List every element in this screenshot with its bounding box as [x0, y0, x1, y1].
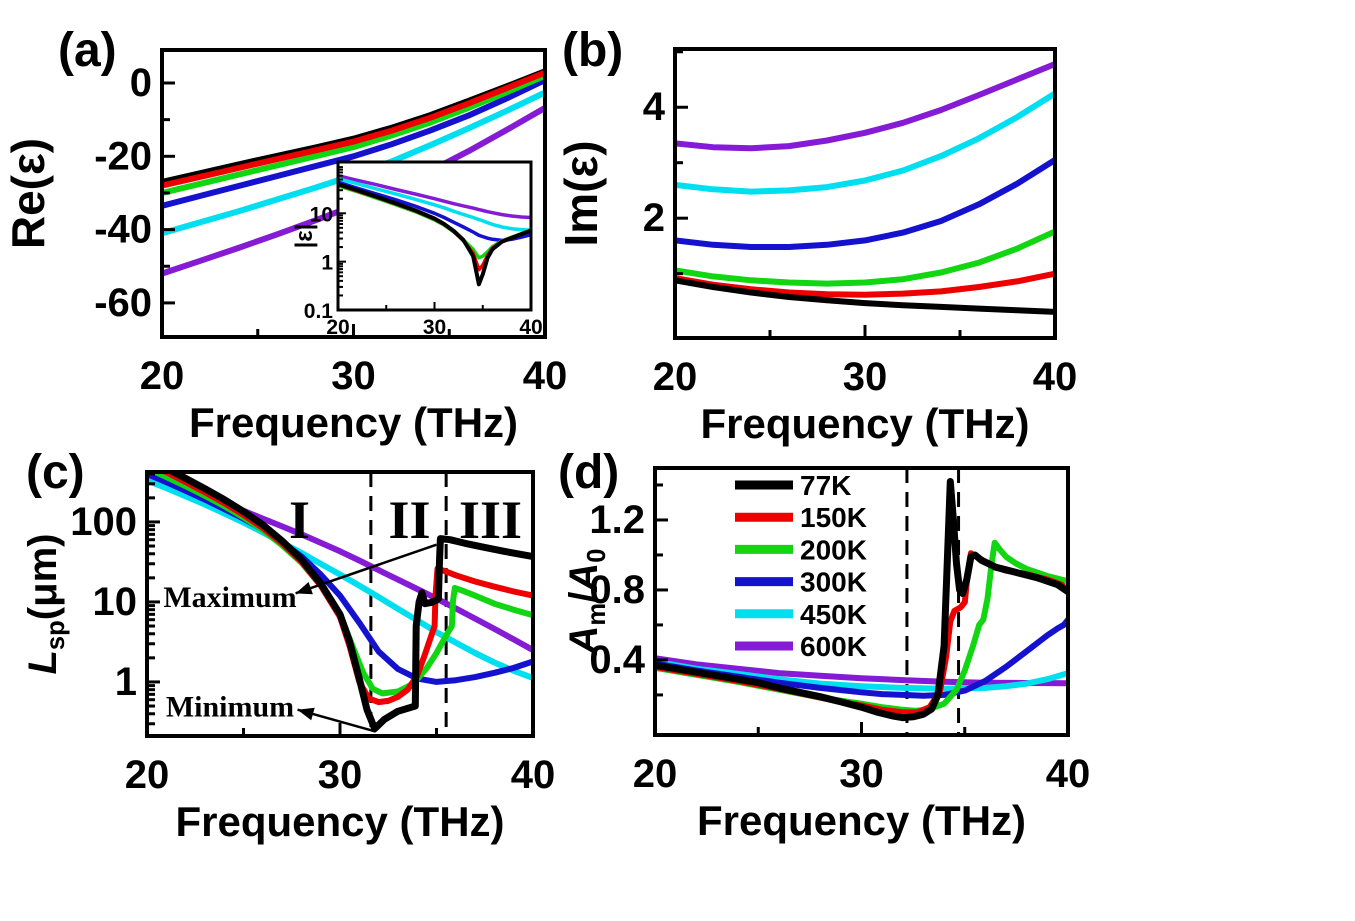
- curve-77K: [675, 277, 1055, 315]
- x-tick-label: 20: [326, 316, 349, 339]
- x-tick-label: 40: [1033, 355, 1078, 399]
- x-tick-label: 30: [331, 354, 376, 398]
- y-axis-title: Am/A0: [562, 549, 611, 656]
- panel-a: 20 30 40 0 -20 -40 -60 Frequency (THz) Re(ε) (a) 2…: [2, 24, 567, 446]
- curve-450K: [338, 176, 531, 232]
- ticks: [653, 483, 1070, 735]
- region-label-I: I: [289, 490, 310, 550]
- annotation-minimum: Minimum: [166, 690, 377, 733]
- x-tick-label: 20: [125, 753, 170, 797]
- y-tick-label: 10: [93, 580, 138, 624]
- y-tick-label: -40: [94, 208, 152, 252]
- x-tick-label: 30: [318, 753, 363, 797]
- y-tick-label: 100: [70, 500, 137, 544]
- y-tick-label: 1: [115, 660, 137, 704]
- legend-label-300K: 300K: [800, 567, 867, 598]
- x-tick-label: 40: [1046, 752, 1091, 796]
- annotation-text: Minimum: [166, 690, 294, 723]
- curve-200K: [675, 228, 1055, 287]
- y-tick-label: 1: [321, 252, 333, 275]
- x-tick-label: 20: [653, 355, 698, 399]
- panel-letter-c: (c): [26, 446, 85, 499]
- y-tick-label: 1.2: [589, 498, 645, 542]
- x-tick-label: 30: [423, 316, 446, 339]
- panel-d: 20 30 40 1.2 0.8 0.4 Frequency (THz) Am/A0 (d) 77…: [558, 446, 1090, 844]
- annotation-text: Maximum: [163, 581, 296, 614]
- legend-label-200K: 200K: [800, 534, 867, 565]
- curve-300K: [147, 472, 533, 685]
- x-tick-label: 30: [839, 752, 884, 796]
- curves: [147, 472, 533, 733]
- y-tick-label: 0: [130, 61, 152, 105]
- annotation-arrow-head: [297, 707, 315, 721]
- annotation-maximum: Maximum: [163, 543, 437, 614]
- curve-77K: [655, 478, 1068, 722]
- curve-77K: [165, 472, 533, 733]
- y-tick-label: -60: [94, 281, 152, 325]
- curve-150K: [162, 69, 545, 189]
- x-tick-label: 40: [511, 753, 556, 797]
- curves: [338, 173, 531, 287]
- y-tick-label: 2: [643, 196, 665, 240]
- ticks: [145, 472, 535, 736]
- y-tick-label: -20: [94, 134, 152, 178]
- curve-600K: [338, 173, 531, 220]
- y-tick-label: 0.4: [589, 638, 645, 682]
- curve-300K: [655, 616, 1068, 699]
- legend-label-150K: 150K: [800, 502, 867, 533]
- x-axis-title: Frequency (THz): [700, 400, 1029, 447]
- region-label-III: III: [459, 490, 522, 550]
- curve-600K: [675, 61, 1055, 152]
- x-tick-label: 40: [519, 316, 542, 339]
- panel-b: 20 30 40 4 2 Frequency (THz) Im(ε) (b): [555, 24, 1077, 447]
- x-axis-title: Frequency (THz): [189, 399, 518, 446]
- ticks: [160, 81, 547, 337]
- panel-letter-a: (a): [58, 24, 117, 77]
- ticks: [673, 50, 1057, 338]
- panel-letter-b: (b): [562, 24, 623, 77]
- y-axis-title: |ε|: [291, 224, 318, 249]
- curve-450K: [675, 90, 1055, 195]
- curve-300K: [675, 156, 1055, 250]
- y-axis-title: Im(ε): [555, 140, 607, 246]
- x-tick-label: 30: [843, 355, 888, 399]
- annotation-arrow-head: [295, 582, 313, 595]
- panel-a-inset: 20 30 40 10 1 0.1 |ε|: [291, 160, 543, 339]
- legend-label-600K: 600K: [800, 631, 867, 662]
- y-axis-title: Re(ε): [2, 138, 54, 249]
- x-tick-label: 40: [523, 354, 568, 398]
- region-label-II: II: [388, 490, 430, 550]
- legend-label-77K: 77K: [800, 470, 851, 501]
- curve-77K: [338, 182, 531, 287]
- ticks: [337, 166, 532, 311]
- curves: [655, 478, 1068, 722]
- y-tick-label: 0.1: [304, 300, 334, 323]
- x-tick-label: 20: [633, 752, 678, 796]
- y-axis-title: Lsp(μm): [21, 534, 70, 675]
- y-tick-label: 10: [310, 203, 333, 226]
- x-axis-title: Frequency (THz): [697, 797, 1026, 844]
- curves: [675, 61, 1055, 315]
- curve-600K: [655, 655, 1068, 687]
- curve-200K: [162, 72, 545, 196]
- legend-label-450K: 450K: [800, 599, 867, 630]
- y-tick-label: 4: [643, 85, 666, 129]
- curves: [162, 68, 545, 277]
- annotation-arrow-line: [295, 543, 437, 595]
- y-tick-label: 0.8: [589, 568, 645, 612]
- panel-letter-d: (d): [558, 446, 619, 499]
- curve-450K: [147, 477, 533, 681]
- curve-300K: [162, 77, 545, 209]
- x-tick-label: 20: [140, 354, 185, 398]
- x-axis-title: Frequency (THz): [175, 798, 504, 845]
